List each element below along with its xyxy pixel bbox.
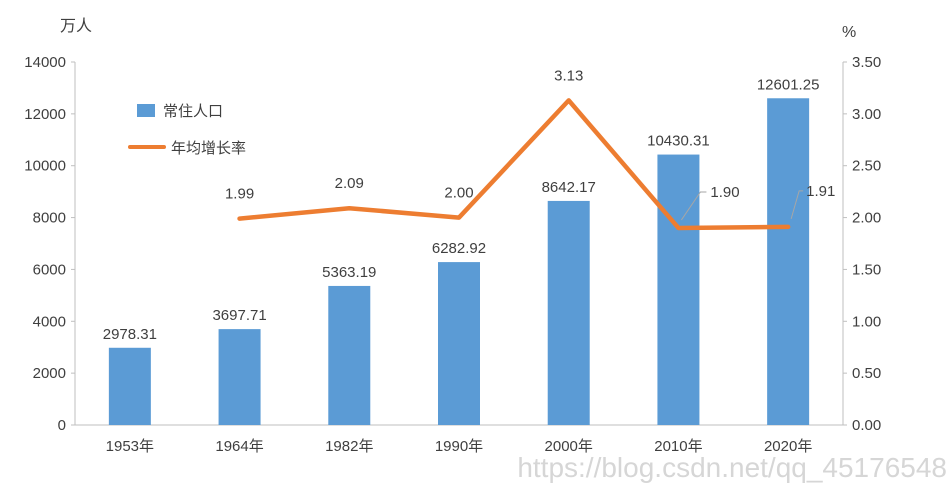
right-axis-tick-label: 2.50 [852, 158, 881, 175]
bar [657, 154, 700, 426]
left-axis-unit: 万人 [60, 17, 92, 35]
leader-line [790, 190, 804, 220]
x-axis-category-label: 1982年 [325, 438, 373, 455]
bar-value-label: 8642.17 [542, 179, 596, 196]
line-value-label: 2.00 [444, 185, 473, 202]
left-axis-tick-label: 12000 [24, 106, 66, 123]
bar-value-label: 12601.25 [757, 76, 820, 93]
line-value-label: 1.90 [710, 184, 739, 201]
right-axis-tick-label: 0.00 [852, 417, 881, 434]
left-axis-tick-label: 4000 [33, 313, 66, 330]
right-axis-tick-label: 1.00 [852, 313, 881, 330]
bar [108, 347, 151, 425]
bar [328, 285, 371, 425]
bar-value-label: 2978.31 [103, 326, 157, 343]
left-axis-tick-label: 8000 [33, 210, 66, 227]
left-axis-tick-label: 10000 [24, 158, 66, 175]
right-axis-tick-label: 1.50 [852, 261, 881, 278]
left-axis-tick-label: 6000 [33, 261, 66, 278]
x-axis-category-label: 1953年 [106, 438, 154, 455]
right-axis-tick-label: 3.00 [852, 106, 881, 123]
legend-swatch-bar [137, 104, 155, 117]
bar [767, 98, 810, 426]
left-axis-tick-label: 2000 [33, 365, 66, 382]
growth-rate-line [237, 98, 791, 231]
x-axis-category-label: 2010年 [654, 438, 702, 455]
x-axis-category-label: 2020年 [764, 438, 812, 455]
bar [438, 262, 480, 425]
right-axis-tick-label: 3.50 [852, 54, 881, 71]
bar-value-label: 6282.92 [432, 240, 486, 257]
bar [218, 329, 261, 425]
x-axis-category-label: 2000年 [545, 438, 593, 455]
x-axis-category-label: 1964年 [215, 438, 263, 455]
bar-value-label: 5363.19 [322, 264, 376, 281]
leader-line [681, 191, 707, 221]
bar [547, 200, 590, 425]
line-value-label: 1.91 [806, 183, 835, 200]
bar-value-label: 10430.31 [647, 133, 710, 150]
right-axis-tick-label: 2.00 [852, 210, 881, 227]
line-value-label: 2.09 [335, 175, 364, 192]
legend-label: 常住人口 [163, 103, 223, 120]
legend-label: 年均增长率 [171, 140, 246, 157]
left-axis-tick-label: 0 [58, 417, 66, 434]
line-value-label: 3.13 [554, 67, 583, 84]
right-axis-unit: % [842, 24, 856, 41]
right-axis-tick-label: 0.50 [852, 365, 881, 382]
left-axis-tick-label: 14000 [24, 54, 66, 71]
line-value-label: 1.99 [225, 186, 254, 203]
bar-value-label: 3697.71 [212, 307, 266, 324]
x-axis-category-label: 1990年 [435, 438, 483, 455]
